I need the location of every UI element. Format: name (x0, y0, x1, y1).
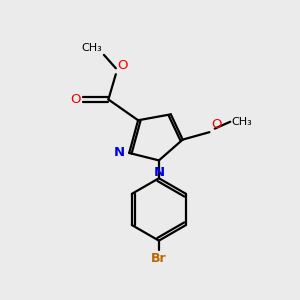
Text: O: O (211, 118, 221, 131)
Text: O: O (70, 93, 81, 106)
Text: Br: Br (151, 252, 167, 265)
Text: N: N (154, 166, 165, 179)
Text: N: N (114, 146, 125, 160)
Text: CH₃: CH₃ (82, 44, 102, 53)
Text: CH₃: CH₃ (232, 117, 253, 127)
Text: O: O (117, 59, 128, 72)
